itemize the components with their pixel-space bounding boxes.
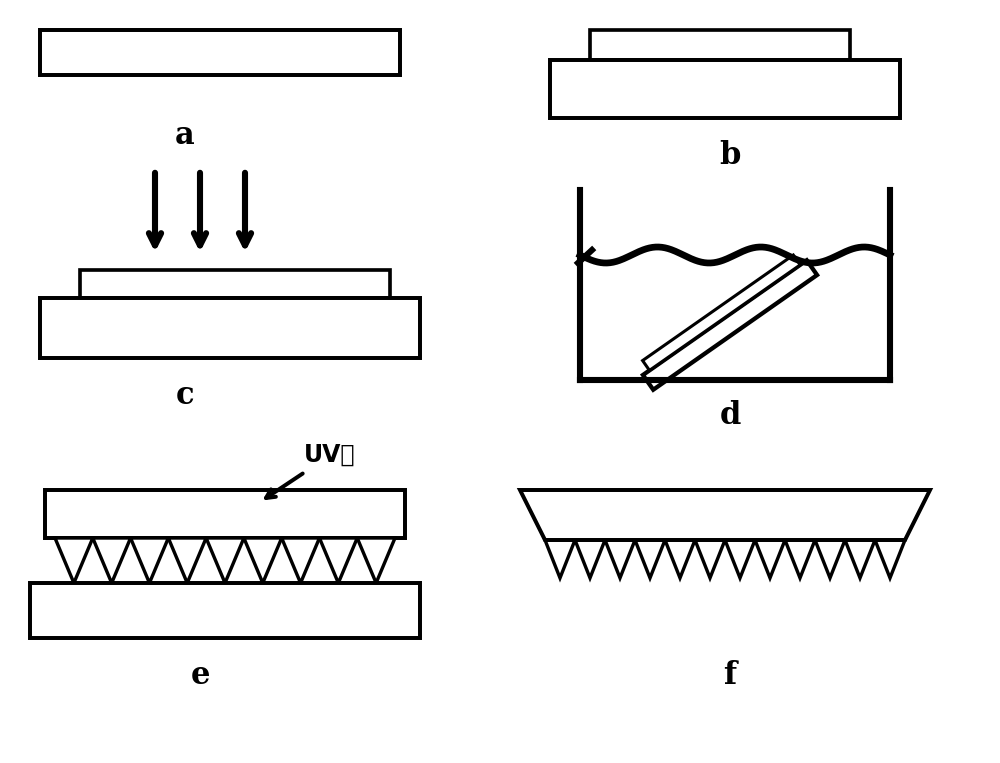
Polygon shape bbox=[575, 540, 605, 578]
Polygon shape bbox=[815, 540, 845, 578]
Polygon shape bbox=[168, 538, 206, 583]
Polygon shape bbox=[545, 540, 575, 578]
Polygon shape bbox=[55, 538, 93, 583]
Polygon shape bbox=[875, 540, 905, 578]
Polygon shape bbox=[785, 540, 815, 578]
Text: b: b bbox=[719, 140, 741, 170]
Polygon shape bbox=[206, 538, 244, 583]
Polygon shape bbox=[282, 538, 319, 583]
Polygon shape bbox=[845, 540, 875, 578]
Bar bbox=[80, 270, 390, 298]
Bar bbox=[550, 60, 900, 118]
Polygon shape bbox=[695, 540, 725, 578]
Bar bbox=[40, 30, 400, 75]
Bar bbox=[30, 583, 420, 638]
Polygon shape bbox=[665, 540, 695, 578]
Bar bbox=[45, 490, 405, 538]
Polygon shape bbox=[319, 538, 357, 583]
Polygon shape bbox=[635, 540, 665, 578]
Text: UV胶: UV胶 bbox=[304, 443, 356, 467]
Polygon shape bbox=[93, 538, 131, 583]
Text: d: d bbox=[719, 400, 741, 430]
Polygon shape bbox=[357, 538, 395, 583]
Polygon shape bbox=[131, 538, 168, 583]
Polygon shape bbox=[725, 540, 755, 578]
Polygon shape bbox=[755, 540, 785, 578]
Polygon shape bbox=[643, 260, 817, 390]
Text: e: e bbox=[190, 659, 210, 691]
Bar bbox=[590, 30, 850, 60]
Polygon shape bbox=[520, 490, 930, 540]
Polygon shape bbox=[244, 538, 282, 583]
Polygon shape bbox=[643, 255, 800, 370]
Text: f: f bbox=[723, 659, 737, 691]
Bar bbox=[40, 298, 420, 358]
Polygon shape bbox=[605, 540, 635, 578]
Text: a: a bbox=[175, 120, 195, 150]
Text: c: c bbox=[176, 379, 194, 410]
